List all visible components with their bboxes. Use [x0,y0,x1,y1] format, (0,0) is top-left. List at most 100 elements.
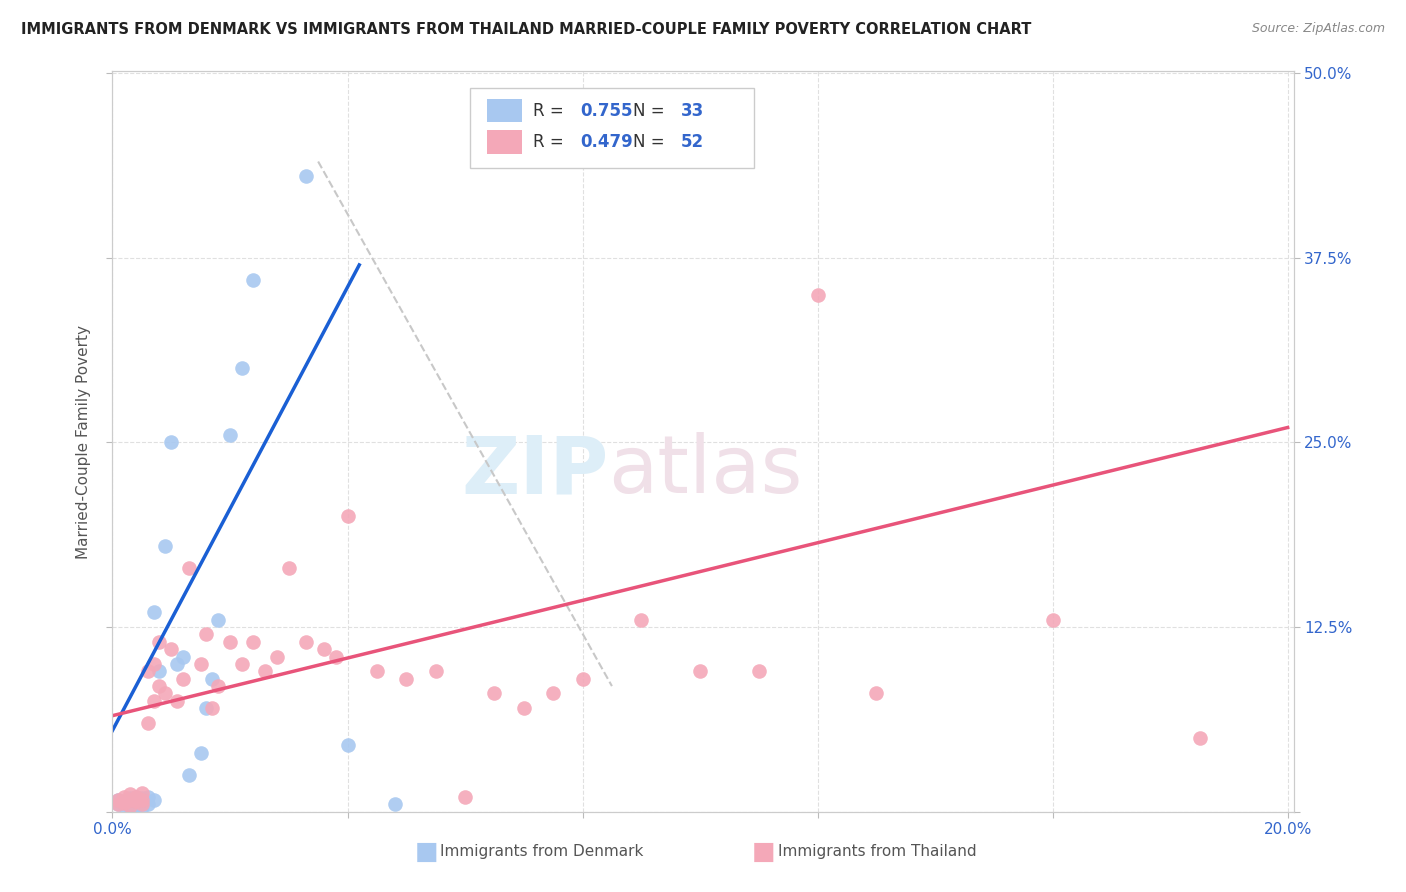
Point [131,793,153,807]
Point [312,642,335,657]
Point [1042,613,1064,627]
Point [172,672,194,686]
Point [219,428,242,442]
Point [277,561,299,575]
Point [142,657,165,671]
Point [207,679,229,693]
Point [155,686,177,700]
Point [120,791,142,805]
Point [131,800,153,814]
Point [155,539,177,553]
Point [195,627,218,641]
Text: ■: ■ [415,840,439,863]
Point [120,787,142,801]
Point [148,634,170,648]
Text: atlas: atlas [609,432,803,510]
Point [112,798,135,813]
Point [160,642,183,657]
Point [131,796,153,810]
Point [172,649,194,664]
Point [806,287,828,301]
Point [120,798,142,813]
Point [107,797,129,812]
Point [541,686,564,700]
Point [366,665,388,679]
Point [384,797,406,812]
Point [571,672,593,686]
Point [148,665,170,679]
Text: N =: N = [633,102,671,120]
Point [142,694,165,708]
Point [513,701,536,715]
Point [177,768,200,782]
Text: ■: ■ [752,840,776,863]
Point [131,797,153,812]
Point [1188,731,1211,745]
Point [325,649,347,664]
Point [136,665,159,679]
Point [190,657,212,671]
Point [120,796,142,810]
Point [207,613,229,627]
Point [112,796,135,810]
Text: 33: 33 [681,102,704,120]
Point [107,793,129,807]
Point [166,657,188,671]
Point [190,746,212,760]
Point [166,694,188,708]
Point [142,793,165,807]
Point [160,435,183,450]
Point [748,665,770,679]
Point [336,738,359,752]
Point [131,791,153,805]
Text: R =: R = [533,102,569,120]
FancyBboxPatch shape [486,130,522,153]
Point [865,686,887,700]
Y-axis label: Married-Couple Family Poverty: Married-Couple Family Poverty [76,325,91,558]
Text: R =: R = [533,133,569,151]
Point [112,794,135,808]
Point [131,785,153,799]
Point [231,361,253,376]
Point [484,686,506,700]
Point [120,793,142,807]
Point [201,701,224,715]
Point [120,800,142,814]
Point [125,798,148,813]
Point [125,789,148,804]
Point [125,794,148,808]
Point [142,605,165,619]
Point [425,665,447,679]
Point [136,716,159,731]
Point [336,509,359,524]
Text: IMMIGRANTS FROM DENMARK VS IMMIGRANTS FROM THAILAND MARRIED-COUPLE FAMILY POVERT: IMMIGRANTS FROM DENMARK VS IMMIGRANTS FR… [21,22,1032,37]
Point [242,634,264,648]
Point [148,679,170,693]
Text: 0.479: 0.479 [581,133,633,151]
Point [177,561,200,575]
Point [219,634,242,648]
Point [630,613,652,627]
Point [107,793,129,807]
Point [242,273,264,287]
Point [136,789,159,804]
Text: ZIP: ZIP [461,432,609,510]
Point [112,789,135,804]
Point [107,797,129,812]
Point [689,665,711,679]
Text: Immigrants from Denmark: Immigrants from Denmark [440,845,644,859]
Text: 52: 52 [681,133,703,151]
Point [254,665,277,679]
Point [266,649,288,664]
FancyBboxPatch shape [486,99,522,122]
Text: Immigrants from Thailand: Immigrants from Thailand [778,845,976,859]
Point [231,657,253,671]
Text: N =: N = [633,133,671,151]
Point [395,672,418,686]
Text: 0.755: 0.755 [581,102,633,120]
Point [125,794,148,808]
Point [125,789,148,804]
Point [295,634,318,648]
Point [136,797,159,812]
Point [195,701,218,715]
